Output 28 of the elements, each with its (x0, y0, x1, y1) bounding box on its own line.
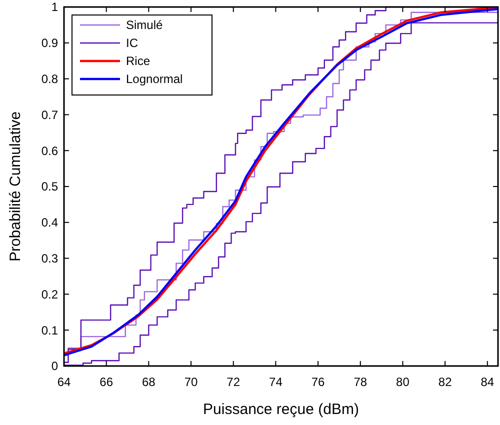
y-tick-label: 0.7 (41, 108, 58, 122)
y-tick-label: 0.6 (41, 144, 58, 158)
x-tick-label: 74 (269, 375, 283, 389)
x-tick-label: 78 (354, 375, 368, 389)
y-tick-label: 0.4 (41, 216, 58, 230)
x-axis-title: Puissance reçue (dBm) (203, 401, 359, 418)
y-tick-label: 0.2 (41, 287, 58, 302)
y-axis-title: Probabilité Cumulative (7, 111, 24, 262)
legend-label: Lognormal (126, 72, 183, 86)
legend-label: Rice (126, 54, 150, 68)
y-tick-label: 0.5 (41, 180, 58, 194)
y-tick-label: 1 (51, 0, 58, 14)
x-tick-label: 64 (57, 375, 71, 389)
y-tick-label: 0 (51, 359, 58, 374)
x-tick-label: 80 (396, 375, 410, 389)
legend-label: IC (126, 36, 138, 50)
x-tick-label: 82 (438, 375, 452, 389)
x-tick-label: 84 (480, 375, 494, 389)
y-tick-label: 0.9 (41, 36, 58, 50)
x-tick-label: 68 (142, 375, 156, 389)
x-tick-label: 76 (311, 375, 326, 389)
y-tick-label: 0.3 (41, 252, 58, 266)
x-tick-label: 70 (184, 375, 198, 389)
legend-label: Simulé (126, 18, 164, 32)
y-tick-label: 0.1 (41, 323, 58, 338)
x-tick-label: 72 (226, 375, 240, 389)
x-tick-label: 66 (100, 375, 114, 389)
y-tick-label: 0.8 (41, 72, 58, 86)
